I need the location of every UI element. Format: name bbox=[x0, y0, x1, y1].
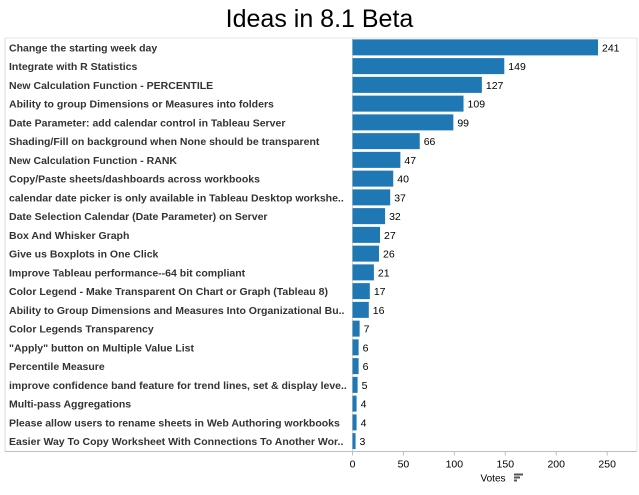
bar[interactable] bbox=[352, 39, 599, 56]
value-label: 127 bbox=[486, 80, 504, 92]
value-label: 6 bbox=[363, 342, 369, 354]
bar[interactable] bbox=[352, 414, 357, 431]
category-label: Date Selection Calendar (Date Parameter)… bbox=[9, 211, 268, 223]
bar[interactable] bbox=[352, 245, 379, 262]
x-axis-title: Votes bbox=[480, 474, 505, 485]
value-label: 37 bbox=[394, 192, 406, 204]
chart-title: Ideas in 8.1 Beta bbox=[225, 5, 414, 33]
category-label: Easier Way To Copy Worksheet With Connec… bbox=[9, 436, 343, 448]
x-tick-label: 250 bbox=[598, 459, 616, 471]
value-label: 47 bbox=[404, 155, 416, 167]
category-label: Color Legends Transparency bbox=[9, 324, 154, 336]
category-labels: Change the starting week day Integrate wi… bbox=[9, 42, 347, 448]
category-label: Integrate with R Statistics bbox=[9, 61, 138, 73]
category-label: Change the starting week day bbox=[9, 42, 157, 54]
bar[interactable] bbox=[352, 339, 359, 356]
x-tick-label: 150 bbox=[497, 459, 515, 471]
value-label: 16 bbox=[373, 305, 385, 317]
value-label: 3 bbox=[360, 436, 366, 448]
bar[interactable] bbox=[352, 170, 394, 187]
value-label: 5 bbox=[362, 380, 368, 392]
bar[interactable] bbox=[352, 114, 454, 131]
value-label: 7 bbox=[364, 324, 370, 336]
value-label: 40 bbox=[397, 174, 409, 186]
value-labels: 2411491271099966474037322726211716766544… bbox=[360, 42, 620, 448]
value-label: 32 bbox=[389, 211, 401, 223]
category-label: Copy/Paste sheets/dashboards across work… bbox=[9, 174, 260, 186]
category-label: "Apply" button on Multiple Value List bbox=[9, 342, 194, 354]
category-label: calendar date picker is only available i… bbox=[9, 192, 344, 204]
sort-descending-icon[interactable] bbox=[514, 473, 523, 482]
value-label: 26 bbox=[383, 249, 395, 261]
value-label: 66 bbox=[424, 136, 436, 148]
category-label: Percentile Measure bbox=[9, 361, 105, 373]
x-tick-label: 200 bbox=[547, 459, 565, 471]
category-label: New Calculation Function - RANK bbox=[9, 155, 177, 167]
value-label: 6 bbox=[363, 361, 369, 373]
bar[interactable] bbox=[352, 76, 482, 93]
bar[interactable] bbox=[352, 151, 401, 168]
bar[interactable] bbox=[352, 301, 369, 318]
category-label: New Calculation Function - PERCENTILE bbox=[9, 80, 213, 92]
bar[interactable] bbox=[352, 133, 420, 150]
value-label: 149 bbox=[508, 61, 526, 73]
bar[interactable] bbox=[352, 95, 464, 112]
bar[interactable] bbox=[352, 433, 356, 450]
bar[interactable] bbox=[352, 264, 374, 281]
category-label: Ability to group Dimensions or Measures … bbox=[9, 99, 274, 111]
category-label: Color Legend - Make Transparent On Chart… bbox=[9, 286, 328, 298]
bar[interactable] bbox=[352, 58, 505, 75]
category-label: Multi-pass Aggregations bbox=[9, 399, 131, 411]
category-label: Give us Boxplots in One Click bbox=[9, 249, 159, 261]
bar[interactable] bbox=[352, 226, 381, 243]
category-label: Ability to Group Dimensions and Measures… bbox=[9, 305, 345, 317]
bar[interactable] bbox=[352, 358, 359, 375]
x-tick-label: 100 bbox=[446, 459, 464, 471]
value-label: 99 bbox=[457, 117, 469, 129]
bar[interactable] bbox=[352, 395, 357, 412]
category-label: improve confidence band feature for tren… bbox=[9, 380, 347, 392]
x-axis: 0 50 100 150 200 250 Votes bbox=[5, 451, 637, 485]
value-label: 241 bbox=[602, 42, 620, 54]
bar[interactable] bbox=[352, 376, 358, 393]
bars bbox=[352, 39, 599, 450]
category-label: Please allow users to rename sheets in W… bbox=[9, 417, 340, 429]
category-label: Date Parameter: add calendar control in … bbox=[9, 117, 285, 129]
value-label: 27 bbox=[384, 230, 396, 242]
value-label: 4 bbox=[361, 417, 367, 429]
category-label: Improve Tableau performance--64 bit comp… bbox=[9, 267, 246, 279]
value-label: 21 bbox=[378, 267, 390, 279]
bar[interactable] bbox=[352, 189, 391, 206]
bar[interactable] bbox=[352, 320, 360, 337]
bar[interactable] bbox=[352, 208, 386, 225]
value-label: 4 bbox=[361, 399, 367, 411]
x-tick-label: 0 bbox=[350, 459, 356, 471]
category-label: Box And Whisker Graph bbox=[9, 230, 129, 242]
category-label: Shading/Fill on background when None sho… bbox=[9, 136, 320, 148]
value-label: 109 bbox=[468, 99, 486, 111]
x-tick-label: 50 bbox=[398, 459, 410, 471]
value-label: 17 bbox=[374, 286, 386, 298]
bar[interactable] bbox=[352, 283, 370, 300]
